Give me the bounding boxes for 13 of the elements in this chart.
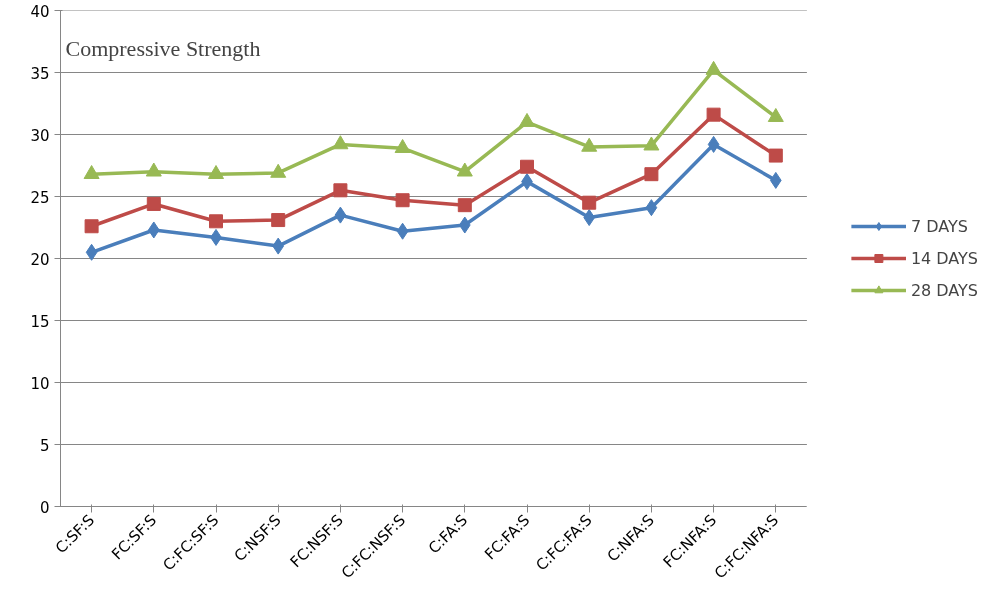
y-tick-label: 40 — [30, 2, 50, 21]
y-tick-label: 0 — [39, 498, 50, 517]
y-tick-label: 35 — [30, 64, 50, 83]
text: Compressive Strength — [65, 35, 261, 61]
y-tick-label: 25 — [30, 188, 50, 207]
legend-label: 7 DAYS — [910, 216, 968, 236]
y-tick-label: 15 — [30, 312, 50, 331]
legend-label: 28 DAYS — [910, 280, 978, 300]
y-tick-label: 10 — [30, 374, 50, 393]
y-tick-label: 30 — [30, 126, 50, 145]
y-tick-label: 20 — [30, 250, 50, 269]
y-tick-label: 5 — [39, 436, 50, 455]
legend-label: 14 DAYS — [910, 248, 978, 268]
